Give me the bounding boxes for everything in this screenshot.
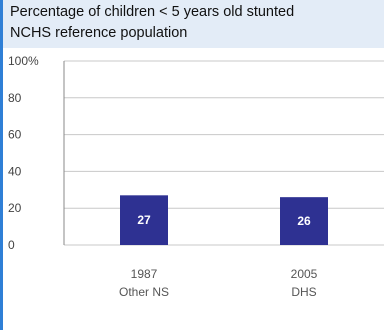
y-tick-label: 0	[8, 238, 15, 252]
bar-value-label: 26	[297, 214, 311, 228]
x-category-source: DHS	[291, 285, 316, 299]
x-category-year: 1987	[131, 267, 158, 281]
chart-title: Percentage of children < 5 years old stu…	[10, 4, 295, 20]
chart-subtitle: NCHS reference population	[10, 25, 188, 41]
bar	[120, 195, 168, 245]
y-tick-label: 20	[8, 201, 22, 215]
y-tick-label: 60	[8, 128, 22, 142]
chart-header: Percentage of children < 5 years old stu…	[3, 0, 384, 48]
y-tick-label: 100%	[8, 54, 39, 68]
bar	[280, 197, 328, 245]
x-category-year: 2005	[291, 267, 318, 281]
bar-value-label: 27	[137, 213, 151, 227]
y-tick-label: 40	[8, 164, 22, 178]
x-category-source: Other NS	[119, 285, 169, 299]
y-tick-label: 80	[8, 91, 22, 105]
